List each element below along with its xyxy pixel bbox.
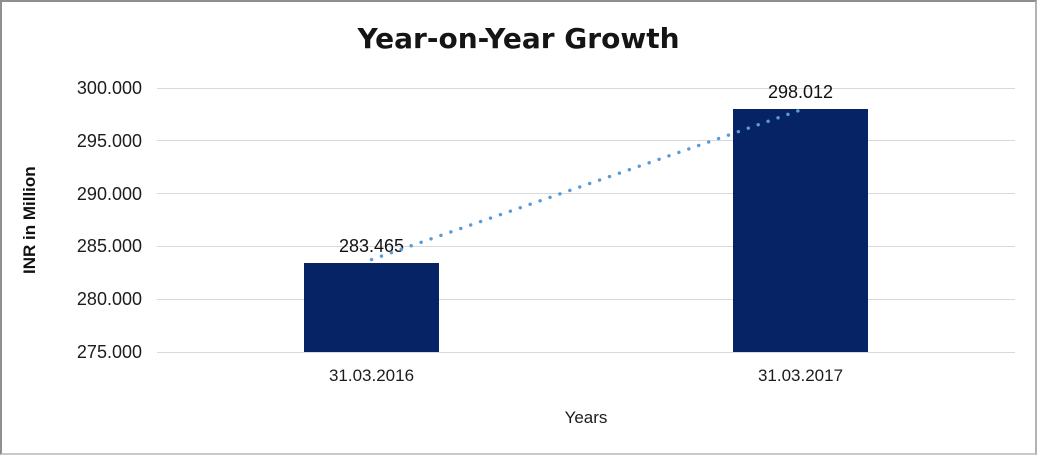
y-tick-label: 285.000 xyxy=(76,236,142,257)
y-tick-label: 295.000 xyxy=(76,130,142,151)
bar-value-label: 298.012 xyxy=(767,82,834,102)
chart-title: Year-on-Year Growth xyxy=(357,22,680,55)
y-tick-label: 300.000 xyxy=(76,78,142,98)
x-tick-label: 31.03.2016 xyxy=(328,366,415,385)
gridline xyxy=(157,193,1015,195)
gridline xyxy=(157,245,1015,247)
bar-31.03.2017 xyxy=(733,108,868,352)
bar-31.03.2016 xyxy=(304,262,439,352)
x-tick-label: 31.03.2017 xyxy=(757,366,844,385)
gridline xyxy=(157,298,1015,300)
gridline xyxy=(157,351,1015,353)
y-tick-label: 280.000 xyxy=(76,289,142,310)
plot-area: 283.465 31.03.2016 298.012 31.03.2017 xyxy=(157,82,1015,385)
gridline xyxy=(157,140,1015,142)
gridline xyxy=(157,87,1015,89)
y-axis-ticks: 275.000 280.000 285.000 290.000 295.000 300.0… xyxy=(2,78,142,362)
y-tick-label: 290.000 xyxy=(76,183,142,204)
x-axis-title: Years xyxy=(564,408,608,427)
bar-value-label: 283.465 xyxy=(338,235,405,256)
trendline xyxy=(369,108,803,262)
y-tick-label: 275.000 xyxy=(76,342,142,362)
